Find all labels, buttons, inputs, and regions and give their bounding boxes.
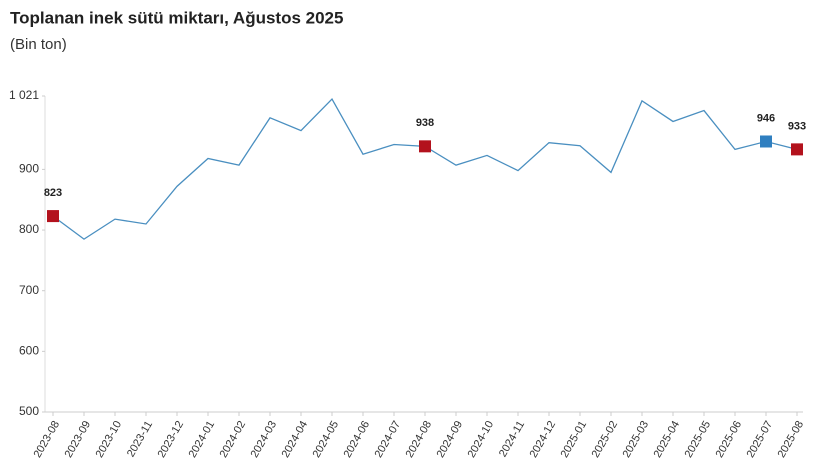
y-tick-label: 1 021 — [9, 88, 39, 102]
point-marker — [791, 143, 803, 156]
x-tick-label: 2023-08 — [32, 419, 63, 460]
y-tick-label: 700 — [19, 283, 39, 297]
x-tick-label: 2024-12 — [528, 419, 559, 460]
x-tick-label: 2025-08 — [776, 419, 807, 460]
x-tick-label: 2025-05 — [683, 419, 714, 460]
x-tick-label: 2025-02 — [590, 419, 621, 460]
x-tick-label: 2024-05 — [311, 419, 342, 460]
point-marker — [760, 135, 772, 148]
x-tick-label: 2023-09 — [63, 419, 94, 460]
x-tick-label: 2024-03 — [249, 419, 280, 460]
y-tick-label: 500 — [19, 404, 39, 418]
y-tick-label: 900 — [19, 162, 39, 176]
y-tick-label: 600 — [19, 344, 39, 358]
x-tick-label: 2025-04 — [652, 419, 683, 460]
chart-title: Toplanan inek sütü miktarı, Ağustos 2025 — [10, 8, 343, 27]
x-tick-label: 2025-03 — [621, 419, 652, 460]
x-tick-label: 2024-06 — [342, 419, 373, 460]
x-tick-label: 2024-11 — [497, 419, 527, 459]
x-tick-label: 2024-01 — [187, 419, 218, 460]
value-label: 938 — [416, 117, 434, 129]
x-tick-label: 2024-07 — [373, 419, 404, 460]
x-tick-label: 2025-01 — [559, 419, 590, 460]
chart-subtitle: (Bin ton) — [10, 36, 67, 53]
x-tick-label: 2025-06 — [714, 419, 745, 460]
x-tick-label: 2023-12 — [156, 419, 187, 460]
x-tick-label: 2024-04 — [280, 419, 311, 460]
value-label: 823 — [44, 187, 62, 199]
point-marker — [47, 210, 59, 223]
value-label: 933 — [788, 120, 806, 132]
x-tick-label: 2025-07 — [745, 419, 776, 460]
x-tick-label: 2024-08 — [404, 419, 435, 460]
x-tick-label: 2024-10 — [466, 419, 497, 460]
x-tick-label: 2023-11 — [125, 419, 155, 459]
value-label: 946 — [757, 112, 775, 124]
x-tick-label: 2024-02 — [218, 419, 249, 460]
x-tick-label: 2023-10 — [94, 419, 125, 460]
y-tick-label: 800 — [19, 222, 39, 236]
x-tick-label: 2024-09 — [435, 419, 466, 460]
point-marker — [419, 140, 431, 153]
